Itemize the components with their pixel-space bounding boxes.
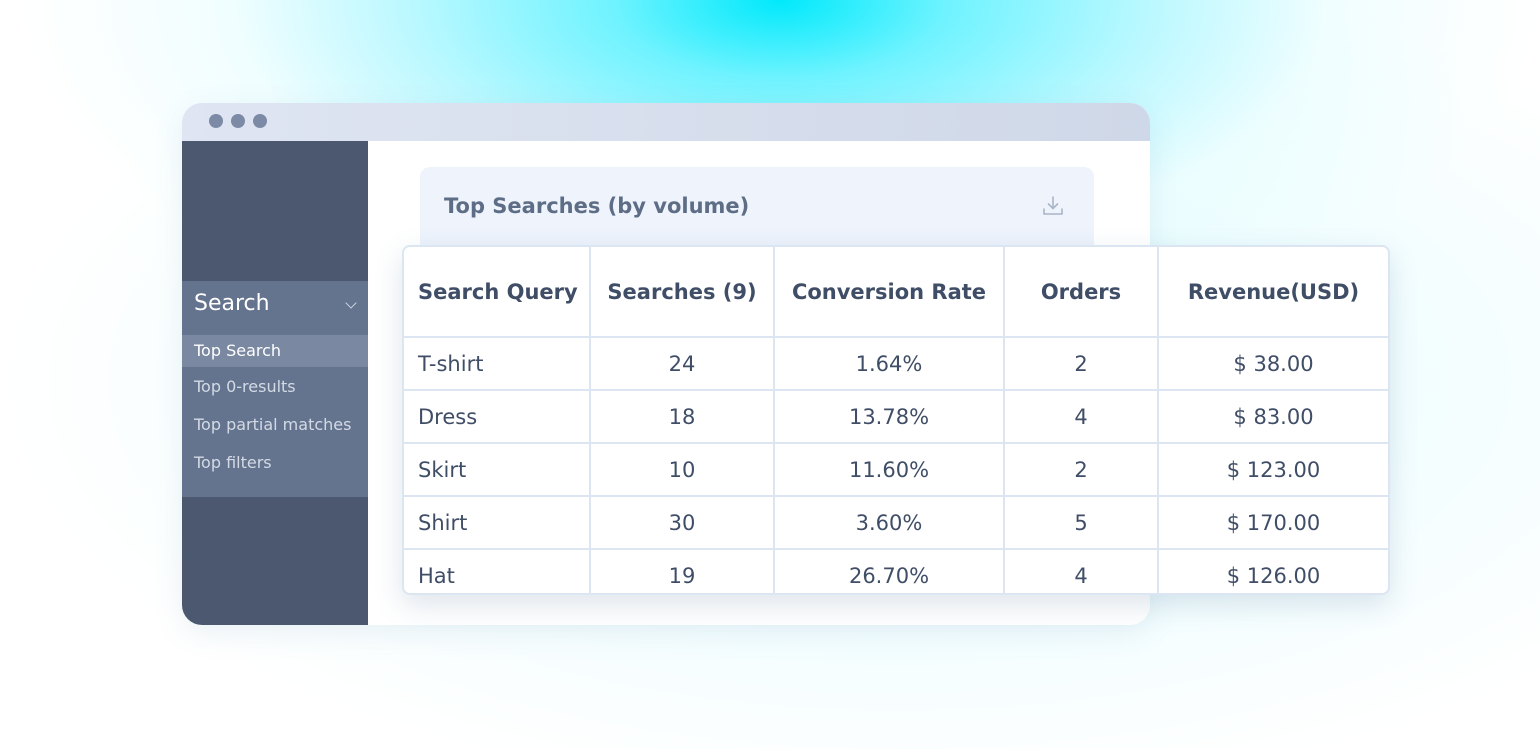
cell-revenue: $ 126.00	[1226, 563, 1321, 588]
table-row[interactable]: Shirt 30 3.60% 5 $ 170.00	[404, 496, 1388, 550]
column-header-orders[interactable]: Orders	[1004, 247, 1159, 338]
panel-header: Top Searches (by volume)	[420, 167, 1094, 257]
column-header-revenue[interactable]: Revenue(USD)	[1158, 247, 1388, 338]
chevron-down-icon	[345, 297, 357, 309]
cell-searches: 19	[590, 549, 775, 593]
download-icon[interactable]	[1041, 194, 1065, 218]
column-header-search-query[interactable]: Search Query	[404, 247, 591, 338]
search-section-label: Search	[194, 291, 270, 316]
cell-searches: 18	[590, 390, 775, 444]
window-control-dot[interactable]	[209, 114, 223, 128]
cell-conversion-rate: 3.60%	[774, 496, 1005, 550]
table-row[interactable]: Skirt 10 11.60% 2 $ 123.00	[404, 443, 1388, 497]
top-searches-table-card: Search Query Searches (9) Conversion Rat…	[402, 245, 1390, 595]
cell-search-query: Dress	[404, 390, 591, 444]
table-row[interactable]: T-shirt 24 1.64% 2 $ 38.00	[404, 337, 1388, 391]
sidebar-item-top-0-results[interactable]: Top 0-results	[194, 377, 296, 396]
cell-search-query: Skirt	[404, 443, 591, 497]
cell-searches: 24	[590, 337, 775, 391]
cell-conversion-rate: 1.64%	[774, 337, 1005, 391]
top-searches-table: Search Query Searches (9) Conversion Rat…	[404, 247, 1388, 593]
column-header-conversion-rate[interactable]: Conversion Rate	[774, 247, 1005, 338]
table-row[interactable]: Hat 19 26.70% 4 $ 126.00	[404, 549, 1388, 593]
cell-orders: 4	[1004, 390, 1159, 444]
cell-searches: 30	[590, 496, 775, 550]
browser-window: Search Top Search Top 0-results Top part…	[182, 103, 1150, 625]
window-control-dot[interactable]	[231, 114, 245, 128]
cell-revenue: $ 123.00	[1158, 443, 1388, 497]
cell-conversion-rate: 26.70%	[774, 549, 1005, 593]
cell-revenue: $ 170.00	[1158, 496, 1388, 550]
window-titlebar	[182, 103, 1150, 141]
sidebar: Search Top Search Top 0-results Top part…	[182, 141, 368, 625]
cell-revenue: $ 38.00	[1158, 337, 1388, 391]
table-header-row: Search Query Searches (9) Conversion Rat…	[404, 247, 1388, 338]
cell-revenue: $ 83.00	[1158, 390, 1388, 444]
search-nav-group: Search Top Search Top 0-results Top part…	[182, 281, 368, 497]
cell-searches: 10	[590, 443, 775, 497]
cell-orders: 4	[1004, 549, 1159, 593]
cell-search-query: T-shirt	[404, 337, 591, 391]
sidebar-item-top-partial-matches[interactable]: Top partial matches	[194, 415, 352, 434]
panel-title: Top Searches (by volume)	[444, 194, 750, 218]
sidebar-item-top-search[interactable]: Top Search	[182, 335, 368, 367]
column-header-searches[interactable]: Searches (9)	[590, 247, 775, 338]
table-row[interactable]: Dress 18 13.78% 4 $ 83.00	[404, 390, 1388, 444]
cell-search-query: Hat	[404, 549, 591, 593]
window-control-dot[interactable]	[253, 114, 267, 128]
cell-orders: 2	[1004, 337, 1159, 391]
search-section-toggle[interactable]: Search	[182, 281, 368, 329]
cell-conversion-rate: 13.78%	[774, 390, 1005, 444]
sidebar-item-top-filters[interactable]: Top filters	[194, 453, 272, 472]
cell-orders: 5	[1004, 496, 1159, 550]
cell-search-query: Shirt	[404, 496, 591, 550]
cell-conversion-rate: 11.60%	[774, 443, 1005, 497]
cell-orders: 2	[1004, 443, 1159, 497]
